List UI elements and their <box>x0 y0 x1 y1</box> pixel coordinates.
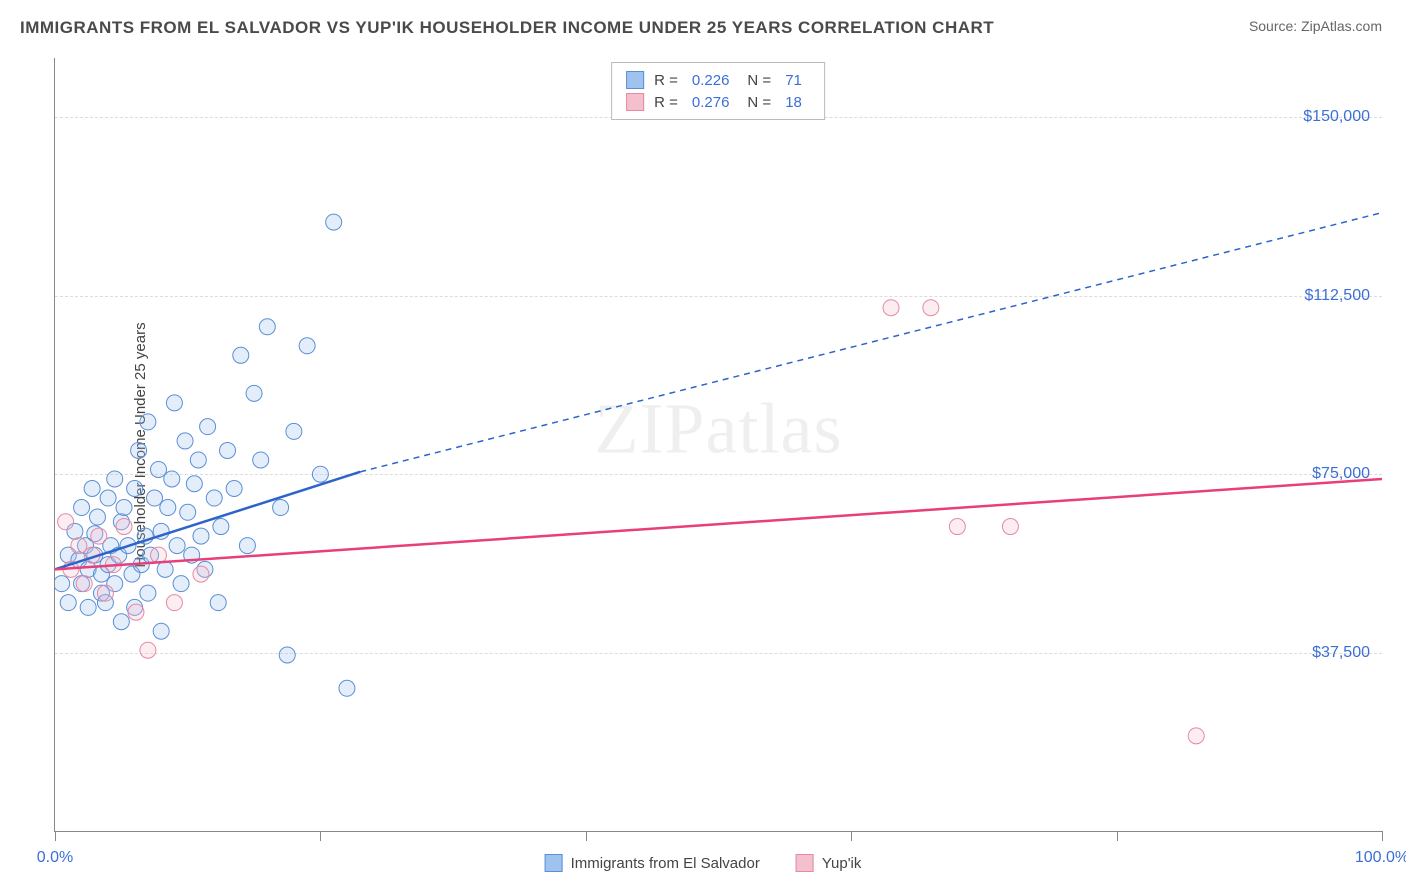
x-tick <box>1382 831 1383 841</box>
data-point <box>213 519 229 535</box>
data-point <box>286 423 302 439</box>
data-point <box>259 319 275 335</box>
data-point <box>84 481 100 497</box>
data-point <box>186 476 202 492</box>
legend-row: R = 0.226 N = 71 <box>626 69 810 91</box>
legend-n-label: N = <box>747 94 771 111</box>
data-point <box>923 300 939 316</box>
legend-r-label: R = <box>654 94 678 111</box>
data-point <box>883 300 899 316</box>
data-point <box>58 514 74 530</box>
data-point <box>116 519 132 535</box>
data-point <box>128 604 144 620</box>
data-point <box>312 466 328 482</box>
data-point <box>140 585 156 601</box>
data-point <box>151 461 167 477</box>
legend-n-value: 71 <box>785 72 802 89</box>
x-tick <box>55 831 56 841</box>
data-point <box>949 519 965 535</box>
data-point <box>153 623 169 639</box>
data-point <box>166 595 182 611</box>
series-legend: Immigrants from El Salvador Yup'ik <box>545 854 862 872</box>
data-point <box>210 595 226 611</box>
chart-area: Householder Income Under 25 years ZIPatl… <box>54 58 1382 832</box>
data-point <box>279 647 295 663</box>
data-point <box>140 414 156 430</box>
x-tick-label: 0.0% <box>37 849 73 867</box>
x-tick <box>586 831 587 841</box>
legend-row: R = 0.276 N = 18 <box>626 91 810 113</box>
data-point <box>74 500 90 516</box>
data-point <box>299 338 315 354</box>
data-point <box>200 419 216 435</box>
legend-series-name: Yup'ik <box>822 855 862 872</box>
data-point <box>177 433 193 449</box>
data-point <box>164 471 180 487</box>
data-point <box>246 385 262 401</box>
data-point <box>91 528 107 544</box>
data-point <box>140 642 156 658</box>
data-point <box>89 509 105 525</box>
data-point <box>1188 728 1204 744</box>
data-point <box>190 452 206 468</box>
legend-r-value: 0.226 <box>692 72 730 89</box>
data-point <box>71 538 87 554</box>
legend-n-label: N = <box>747 72 771 89</box>
data-point <box>339 680 355 696</box>
trend-line-extrapolated <box>360 213 1382 472</box>
data-point <box>193 566 209 582</box>
plot-region: ZIPatlas $37,500$75,000$112,500$150,0000… <box>54 58 1382 832</box>
scatter-svg <box>55 58 1382 831</box>
data-point <box>160 500 176 516</box>
chart-title: IMMIGRANTS FROM EL SALVADOR VS YUP'IK HO… <box>20 18 994 38</box>
data-point <box>107 471 123 487</box>
data-point <box>173 576 189 592</box>
data-point <box>180 504 196 520</box>
legend-swatch <box>626 93 644 111</box>
data-point <box>147 490 163 506</box>
legend-n-value: 18 <box>785 94 802 111</box>
legend-swatch <box>626 71 644 89</box>
data-point <box>169 538 185 554</box>
x-tick <box>851 831 852 841</box>
data-point <box>60 595 76 611</box>
data-point <box>131 442 147 458</box>
correlation-legend: R = 0.226 N = 71 R = 0.276 N = 18 <box>611 62 825 120</box>
data-point <box>127 481 143 497</box>
data-point <box>273 500 289 516</box>
data-point <box>233 347 249 363</box>
data-point <box>226 481 242 497</box>
data-point <box>113 614 129 630</box>
data-point <box>157 561 173 577</box>
data-point <box>220 442 236 458</box>
legend-r-value: 0.276 <box>692 94 730 111</box>
data-point <box>326 214 342 230</box>
data-point <box>55 576 70 592</box>
legend-item: Immigrants from El Salvador <box>545 854 760 872</box>
x-tick-label: 100.0% <box>1355 849 1406 867</box>
legend-item: Yup'ik <box>796 854 862 872</box>
data-point <box>166 395 182 411</box>
x-tick <box>320 831 321 841</box>
data-point <box>239 538 255 554</box>
source-attribution: Source: ZipAtlas.com <box>1249 18 1382 34</box>
x-tick <box>1117 831 1118 841</box>
legend-series-name: Immigrants from El Salvador <box>571 855 760 872</box>
data-point <box>253 452 269 468</box>
trend-line <box>55 479 1382 569</box>
data-point <box>97 585 113 601</box>
legend-swatch <box>545 854 563 872</box>
legend-swatch <box>796 854 814 872</box>
data-point <box>206 490 222 506</box>
data-point <box>100 490 116 506</box>
data-point <box>80 599 96 615</box>
data-point <box>76 576 92 592</box>
legend-r-label: R = <box>654 72 678 89</box>
data-point <box>1002 519 1018 535</box>
data-point <box>116 500 132 516</box>
data-point <box>193 528 209 544</box>
